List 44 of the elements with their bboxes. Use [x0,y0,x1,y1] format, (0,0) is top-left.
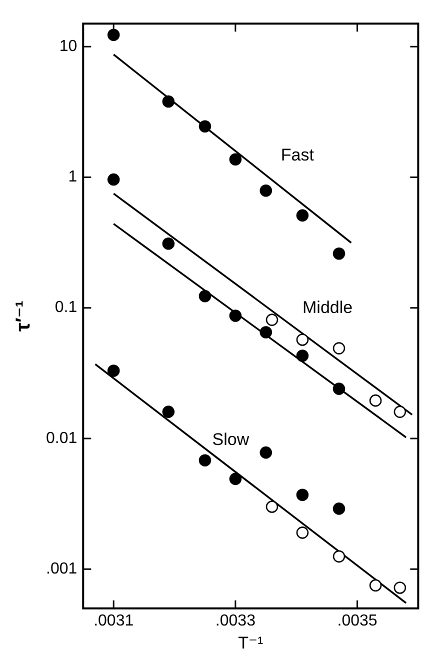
point [229,472,242,486]
point [332,382,346,395]
y-tick-label: 1 [68,168,78,186]
point [332,247,346,260]
point [296,488,309,502]
point [198,290,212,302]
series-label: Fast [280,145,314,164]
y-tick-label: 10 [59,38,78,56]
point [394,582,406,594]
point [369,394,382,407]
series-label: Slow [212,430,250,449]
point [296,209,309,222]
point [107,364,120,377]
point [162,238,175,250]
point [162,406,175,418]
y-axis-title: τ′⁻¹ [12,300,35,332]
y-tick-label: 0.1 [54,299,78,316]
point [296,526,309,539]
point [266,500,278,513]
point [332,502,346,515]
point [229,310,242,322]
point [394,406,406,418]
point [198,120,212,133]
point [266,314,278,326]
y-tick-label: .001 [46,560,78,578]
point [107,28,120,42]
x-tick-label: .0035 [337,612,378,630]
point [229,153,242,166]
point [260,326,272,338]
point [162,95,175,108]
point [198,454,212,466]
point [260,446,272,459]
point [369,579,382,592]
x-tick-label: .0031 [94,612,134,630]
x-tick-label: .0033 [215,612,256,630]
x-axis-title: T⁻¹ [238,633,264,652]
point [107,173,120,186]
point [296,334,309,346]
point [332,342,346,354]
point [260,184,272,197]
point [332,550,346,563]
series-label: Middle [302,298,353,317]
point [296,350,309,362]
y-tick-label: 0.01 [46,430,78,447]
